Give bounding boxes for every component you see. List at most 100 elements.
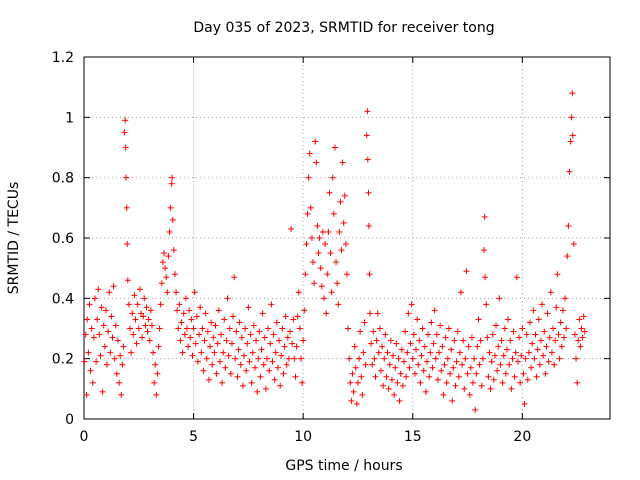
data-point-plus-marker xyxy=(216,358,223,365)
data-point-plus-marker xyxy=(475,316,482,323)
data-point-plus-marker xyxy=(193,313,200,320)
data-point-plus-marker xyxy=(104,361,111,368)
y-tick-label: 1.2 xyxy=(52,50,74,66)
data-point-plus-marker xyxy=(205,376,212,383)
data-point-plus-marker xyxy=(221,316,228,323)
data-point-plus-marker xyxy=(133,340,140,347)
data-point-plus-marker xyxy=(395,355,402,362)
data-point-plus-marker xyxy=(178,319,185,326)
data-point-plus-marker xyxy=(385,385,392,392)
data-point-plus-marker xyxy=(503,346,510,353)
data-point-plus-marker xyxy=(429,364,436,371)
data-point-plus-marker xyxy=(240,352,247,359)
data-point-plus-marker xyxy=(418,352,425,359)
data-point-plus-marker xyxy=(278,352,285,359)
data-point-plus-marker xyxy=(409,355,416,362)
data-point-plus-marker xyxy=(541,328,548,335)
data-point-plus-marker xyxy=(569,132,576,139)
data-point-plus-marker xyxy=(486,349,493,356)
data-point-plus-marker xyxy=(174,307,181,314)
data-point-plus-marker xyxy=(551,361,558,368)
data-point-plus-marker xyxy=(517,379,524,386)
data-point-plus-marker xyxy=(318,283,325,290)
data-point-plus-marker xyxy=(223,337,230,344)
data-point-plus-marker xyxy=(271,376,278,383)
data-point-plus-marker xyxy=(430,340,437,347)
data-point-plus-marker xyxy=(573,355,580,362)
data-point-plus-marker xyxy=(306,150,313,157)
data-point-plus-marker xyxy=(233,328,240,335)
data-point-plus-marker xyxy=(514,358,521,365)
data-point-plus-marker xyxy=(293,343,300,350)
data-point-plus-marker xyxy=(100,322,107,329)
data-point-plus-marker xyxy=(516,334,523,341)
data-point-plus-marker xyxy=(364,156,371,163)
data-point-plus-marker xyxy=(529,340,536,347)
data-point-plus-marker xyxy=(99,388,106,395)
data-point-plus-marker xyxy=(91,295,98,302)
data-point-plus-marker xyxy=(125,301,132,308)
data-point-plus-marker xyxy=(440,391,447,398)
data-point-plus-marker xyxy=(568,114,575,121)
data-point-plus-marker xyxy=(235,346,242,353)
data-point-plus-marker xyxy=(405,310,412,317)
data-point-plus-marker xyxy=(168,180,175,187)
data-point-plus-marker xyxy=(268,301,275,308)
data-point-plus-marker xyxy=(258,346,265,353)
data-point-plus-marker xyxy=(384,349,391,356)
data-point-plus-marker xyxy=(477,337,484,344)
data-point-plus-marker xyxy=(137,310,144,317)
data-point-plus-marker xyxy=(292,373,299,380)
data-point-plus-marker xyxy=(187,334,194,341)
data-point-plus-marker xyxy=(341,192,348,199)
data-point-plus-marker xyxy=(141,295,148,302)
data-point-plus-marker xyxy=(483,301,490,308)
data-point-plus-marker xyxy=(113,370,120,377)
data-point-plus-marker xyxy=(369,361,376,368)
data-point-plus-marker xyxy=(448,346,455,353)
data-point-plus-marker xyxy=(521,400,528,407)
data-point-plus-marker xyxy=(361,319,368,326)
axis-ticks: 0 0.2 0.4 0.6 0.8 1 1.2 0 5 10 15 20 xyxy=(52,50,610,445)
data-point-plus-marker xyxy=(413,346,420,353)
data-point-plus-marker xyxy=(366,271,373,278)
data-point-plus-marker xyxy=(437,322,444,329)
data-point-plus-marker xyxy=(153,391,160,398)
data-point-plus-marker xyxy=(123,204,130,211)
data-point-plus-marker xyxy=(559,307,566,314)
data-point-plus-marker xyxy=(283,361,290,368)
data-point-plus-marker xyxy=(210,334,217,341)
data-point-plus-marker xyxy=(501,325,508,332)
data-point-plus-marker xyxy=(536,361,543,368)
data-point-plus-marker xyxy=(478,382,485,389)
data-point-plus-marker xyxy=(114,337,121,344)
data-point-plus-marker xyxy=(537,337,544,344)
data-point-plus-marker xyxy=(327,250,334,257)
data-point-plus-marker xyxy=(372,373,379,380)
data-point-plus-marker xyxy=(352,364,359,371)
data-point-plus-marker xyxy=(350,388,357,395)
y-tick-label: 0.2 xyxy=(52,352,74,368)
data-point-plus-marker xyxy=(445,325,452,332)
data-point-plus-marker xyxy=(328,289,335,296)
data-point-plus-marker xyxy=(228,340,235,347)
data-point-plus-marker xyxy=(442,334,449,341)
data-point-plus-marker xyxy=(129,310,136,317)
data-point-plus-marker xyxy=(581,328,588,335)
data-point-plus-marker xyxy=(574,379,581,386)
data-point-plus-marker xyxy=(535,316,542,323)
data-point-plus-marker xyxy=(468,334,475,341)
data-point-plus-marker xyxy=(398,346,405,353)
data-point-plus-marker xyxy=(565,222,572,229)
data-point-plus-marker xyxy=(555,331,562,338)
data-point-plus-marker xyxy=(269,358,276,365)
x-tick-label: 10 xyxy=(294,429,312,445)
data-point-plus-marker xyxy=(246,358,253,365)
data-point-plus-marker xyxy=(277,382,284,389)
data-point-plus-marker xyxy=(111,355,118,362)
data-point-plus-marker xyxy=(320,295,327,302)
data-point-plus-marker xyxy=(562,295,569,302)
data-point-plus-marker xyxy=(571,331,578,338)
data-point-plus-marker xyxy=(239,382,246,389)
data-point-plus-marker xyxy=(262,385,269,392)
